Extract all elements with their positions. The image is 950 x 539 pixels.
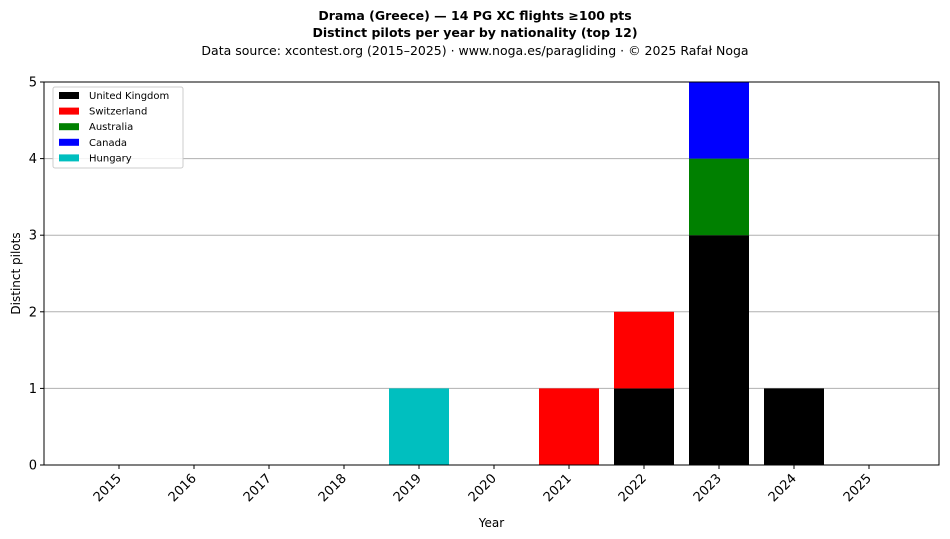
- bar-2019-hungary: [389, 388, 449, 465]
- bar-2022-united-kingdom: [614, 388, 674, 465]
- legend-entry: Australia: [89, 122, 133, 133]
- x-tick-label: 2025: [841, 471, 875, 505]
- legend-swatch: [59, 92, 79, 99]
- bar-2022-switzerland: [614, 311, 674, 389]
- legend-swatch: [59, 107, 79, 115]
- x-tick-label: 2024: [766, 471, 800, 505]
- x-tick-label: 2021: [541, 471, 575, 505]
- x-tick-label: 2017: [241, 471, 275, 505]
- y-tick-label: 2: [29, 305, 37, 320]
- bar-2023-canada: [689, 82, 749, 159]
- y-tick-label: 4: [29, 152, 37, 167]
- x-tick-label: 2018: [316, 471, 350, 505]
- chart-title-line2: Distinct pilots per year by nationality …: [312, 25, 638, 40]
- bar-layer: [389, 82, 824, 465]
- x-tick-label: 2022: [616, 471, 650, 505]
- legend-entry: United Kingdom: [89, 91, 169, 102]
- legend-box: [52, 86, 184, 169]
- y-tick-label: 5: [29, 76, 37, 91]
- legend-swatch: [59, 138, 79, 146]
- x-tick-label: 2019: [391, 471, 425, 505]
- chart-title-line1: Drama (Greece) — 14 PG XC flights ≥100 p…: [318, 8, 632, 23]
- y-tick-label: 3: [29, 229, 37, 244]
- bar-2021-switzerland: [539, 388, 599, 465]
- x-tick-label: 2016: [166, 471, 200, 505]
- x-axis-label: Year: [478, 516, 504, 530]
- chart-subtitle: Data source: xcontest.org (2015–2025) · …: [201, 43, 749, 58]
- legend-entry: Switzerland: [89, 107, 147, 118]
- bar-2024-united-kingdom: [764, 388, 824, 465]
- y-tick-label: 1: [29, 382, 37, 397]
- plot-frame: [43, 81, 940, 466]
- legend-swatch: [59, 123, 79, 131]
- legend-entry: Hungary: [89, 153, 132, 164]
- legend-entry: Canada: [89, 138, 127, 149]
- x-tick-label: 2015: [91, 471, 125, 505]
- x-tick-label: 2020: [466, 471, 500, 505]
- y-tick-label: 0: [29, 459, 37, 474]
- x-tick-label: 2023: [691, 471, 725, 505]
- legend-swatch: [59, 154, 79, 162]
- bar-2023-united-kingdom: [689, 235, 749, 465]
- grid-layer: [44, 158, 939, 389]
- legend: United Kingdom Switzerland Australia Canada…: [52, 86, 184, 169]
- y-axis-label: Distinct pilots: [9, 232, 23, 314]
- bar-2023-australia: [689, 158, 749, 236]
